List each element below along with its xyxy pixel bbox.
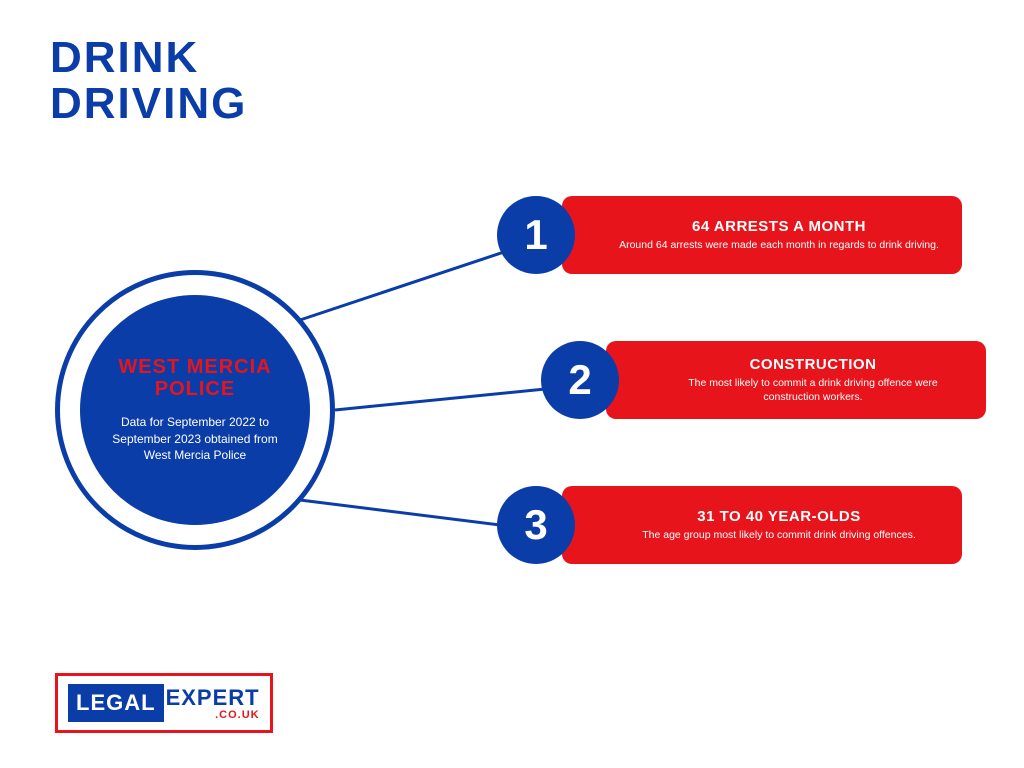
card-title: 64 ARRESTS A MONTH	[618, 218, 940, 235]
hub-circle-inner: WEST MERCIA POLICE Data for September 20…	[80, 295, 310, 525]
logo-right: EXPERT .CO.UK	[166, 685, 260, 721]
info-card-1: 64 ARRESTS A MONTH Around 64 arrests were…	[562, 196, 962, 274]
card-description: The age group most likely to commit drin…	[618, 529, 940, 543]
title-line1: DRINK	[50, 35, 247, 81]
hub-title: WEST MERCIA POLICE	[100, 356, 290, 400]
hub-circle-outer: WEST MERCIA POLICE Data for September 20…	[55, 270, 335, 550]
logo: LEGAL EXPERT .CO.UK	[55, 673, 273, 733]
info-card-3: 31 TO 40 YEAR-OLDS The age group most lik…	[562, 486, 962, 564]
info-card-2: CONSTRUCTION The most likely to commit a …	[606, 341, 986, 419]
bullet-1: 1	[497, 196, 575, 274]
title-line2: DRIVING	[50, 81, 247, 127]
bullet-2: 2	[541, 341, 619, 419]
logo-sub-text: .CO.UK	[215, 709, 260, 721]
card-description: The most likely to commit a drink drivin…	[662, 377, 964, 404]
card-description: Around 64 arrests were made each month i…	[618, 239, 940, 253]
card-title: CONSTRUCTION	[662, 356, 964, 373]
hub-description: Data for September 2022 to September 202…	[100, 414, 290, 464]
page-title: DRINK DRIVING	[50, 35, 247, 127]
card-title: 31 TO 40 YEAR-OLDS	[618, 508, 940, 525]
logo-box: LEGAL	[68, 684, 164, 722]
bullet-3: 3	[497, 486, 575, 564]
logo-expert-text: EXPERT	[166, 685, 260, 711]
